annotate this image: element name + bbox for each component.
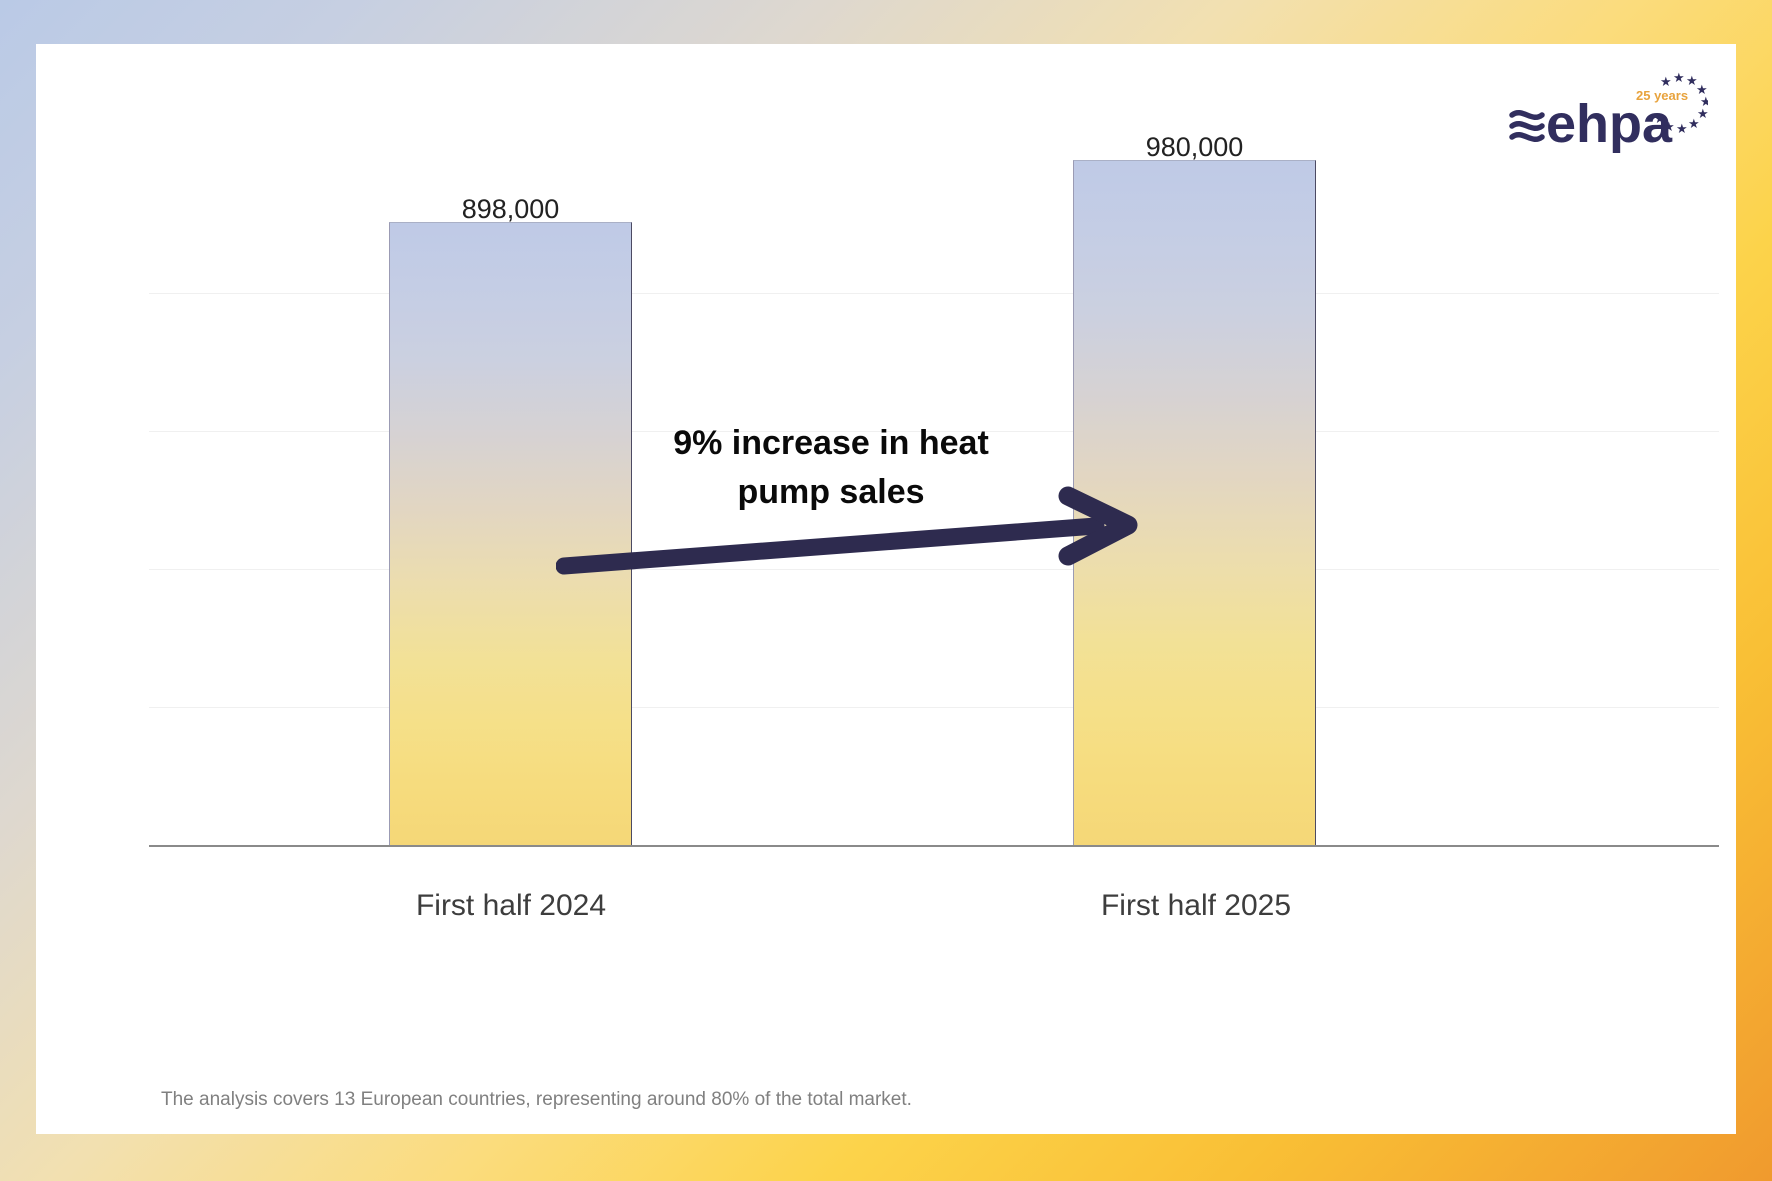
svg-text:★: ★ — [1688, 116, 1700, 131]
svg-text:★: ★ — [1663, 119, 1675, 134]
svg-text:★: ★ — [1697, 106, 1708, 121]
bar-value-label-2025: 980,000 — [1145, 132, 1244, 162]
x-axis-label-2025: First half 2025 — [1100, 889, 1292, 922]
annotation-line-1: 9% increase in heat — [673, 424, 989, 462]
bar-first-half-2025[interactable] — [1073, 160, 1316, 845]
gridline — [149, 293, 1719, 294]
gridline — [149, 707, 1719, 708]
gridline — [149, 431, 1719, 432]
svg-text:★: ★ — [1696, 82, 1708, 97]
gridline — [149, 569, 1719, 570]
anniversary-text: 25 years — [1636, 88, 1688, 103]
svg-text:★: ★ — [1660, 74, 1672, 89]
bar-value-label-2024: 898,000 — [461, 194, 560, 224]
bar-first-half-2024[interactable] — [389, 222, 632, 845]
footnote-text: The analysis covers 13 European countrie… — [161, 1089, 912, 1110]
x-axis-label-2024: First half 2024 — [415, 889, 607, 922]
wave-icon — [1509, 110, 1545, 142]
arrow-shaft — [556, 517, 1105, 575]
svg-text:★: ★ — [1686, 73, 1698, 88]
plot-area: 898,000 980,000 First half 2024 First ha… — [36, 44, 1736, 1134]
annotation-line-2: pump sales — [737, 473, 925, 512]
annotation-callout: 9% increase in heat pump sales — [596, 419, 1066, 518]
chart-card: 898,000 980,000 First half 2024 First ha… — [36, 44, 1736, 1134]
brand-wordmark: ehpa — [1546, 94, 1673, 154]
x-axis-line — [149, 845, 1719, 847]
svg-text:★: ★ — [1673, 72, 1685, 85]
svg-text:★: ★ — [1676, 121, 1688, 136]
svg-text:★: ★ — [1700, 94, 1708, 109]
eu-stars-icon: ★ ★ ★ ★ ★ ★ ★ ★ ★ ★ — [1654, 72, 1708, 136]
ehpa-logo: ehpa 25 years ★ ★ ★ ★ ★ ★ ★ ★ ★ ★ — [1509, 72, 1708, 154]
svg-text:★: ★ — [1654, 111, 1666, 126]
